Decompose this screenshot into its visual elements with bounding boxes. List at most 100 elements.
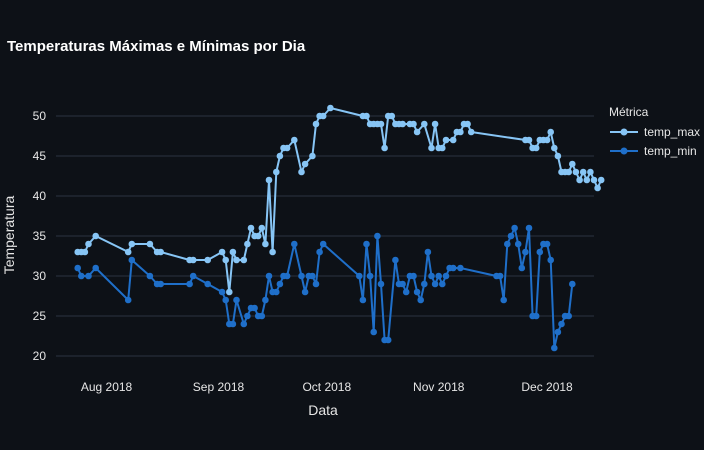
data-point-temp-min[interactable] bbox=[273, 288, 280, 296]
data-point-temp-max[interactable] bbox=[312, 120, 320, 128]
data-point-temp-min[interactable] bbox=[146, 272, 154, 280]
data-point-temp-max[interactable] bbox=[81, 248, 89, 256]
data-point-temp-min[interactable] bbox=[92, 264, 99, 272]
data-point-temp-min[interactable] bbox=[500, 296, 508, 304]
data-point-temp-max[interactable] bbox=[597, 176, 605, 184]
data-point-temp-max[interactable] bbox=[269, 248, 276, 256]
data-point-temp-min[interactable] bbox=[428, 272, 435, 280]
data-point-temp-max[interactable] bbox=[218, 248, 226, 256]
data-point-temp-max[interactable] bbox=[265, 176, 273, 184]
data-point-temp-max[interactable] bbox=[590, 176, 598, 184]
data-point-temp-max[interactable] bbox=[442, 136, 450, 144]
data-point-temp-min[interactable] bbox=[356, 272, 363, 280]
data-point-temp-min[interactable] bbox=[507, 232, 515, 240]
data-point-temp-min[interactable] bbox=[457, 264, 464, 272]
data-point-temp-max[interactable] bbox=[579, 168, 587, 176]
data-point-temp-max[interactable] bbox=[273, 168, 280, 176]
data-point-temp-min[interactable] bbox=[298, 272, 305, 280]
data-point-temp-min[interactable] bbox=[439, 280, 446, 288]
data-point-temp-min[interactable] bbox=[74, 264, 81, 272]
data-point-temp-max[interactable] bbox=[157, 248, 164, 256]
data-point-temp-min[interactable] bbox=[359, 296, 367, 304]
data-point-temp-max[interactable] bbox=[587, 168, 594, 176]
data-point-temp-min[interactable] bbox=[258, 312, 266, 320]
data-point-temp-max[interactable] bbox=[327, 104, 334, 112]
data-point-temp-min[interactable] bbox=[547, 256, 554, 264]
legend-item-temp-max[interactable]: temp_max bbox=[610, 125, 700, 139]
data-point-temp-max[interactable] bbox=[421, 120, 428, 128]
data-point-temp-max[interactable] bbox=[431, 120, 439, 128]
data-point-temp-max[interactable] bbox=[428, 144, 435, 152]
data-point-temp-max[interactable] bbox=[146, 240, 154, 248]
data-point-temp-min[interactable] bbox=[374, 232, 381, 240]
data-point-temp-min[interactable] bbox=[525, 224, 533, 232]
data-point-temp-min[interactable] bbox=[128, 256, 136, 264]
data-point-temp-max[interactable] bbox=[301, 160, 309, 168]
data-point-temp-max[interactable] bbox=[576, 176, 583, 184]
data-point-temp-max[interactable] bbox=[254, 232, 262, 240]
data-point-temp-min[interactable] bbox=[417, 296, 425, 304]
data-point-temp-max[interactable] bbox=[410, 120, 417, 128]
data-point-temp-min[interactable] bbox=[536, 248, 544, 256]
data-point-temp-min[interactable] bbox=[435, 272, 443, 280]
data-point-temp-min[interactable] bbox=[251, 304, 258, 312]
data-point-temp-max[interactable] bbox=[229, 248, 237, 256]
data-point-temp-max[interactable] bbox=[572, 168, 580, 176]
data-point-temp-min[interactable] bbox=[363, 240, 370, 248]
data-point-temp-min[interactable] bbox=[514, 240, 522, 248]
data-point-temp-max[interactable] bbox=[276, 152, 284, 160]
data-point-temp-max[interactable] bbox=[204, 256, 211, 264]
data-point-temp-min[interactable] bbox=[569, 280, 576, 288]
data-point-temp-min[interactable] bbox=[410, 272, 417, 280]
data-point-temp-min[interactable] bbox=[157, 280, 164, 288]
data-point-temp-min[interactable] bbox=[496, 272, 504, 280]
data-point-temp-max[interactable] bbox=[388, 112, 396, 120]
data-point-temp-max[interactable] bbox=[189, 256, 197, 264]
data-point-temp-min[interactable] bbox=[218, 288, 226, 296]
data-point-temp-min[interactable] bbox=[413, 288, 421, 296]
data-point-temp-max[interactable] bbox=[594, 184, 601, 192]
data-point-temp-max[interactable] bbox=[233, 256, 240, 264]
data-point-temp-max[interactable] bbox=[532, 144, 540, 152]
data-point-temp-min[interactable] bbox=[124, 296, 132, 304]
data-point-temp-min[interactable] bbox=[449, 264, 457, 272]
data-point-temp-min[interactable] bbox=[204, 280, 211, 288]
data-point-temp-min[interactable] bbox=[518, 264, 526, 272]
data-point-temp-min[interactable] bbox=[265, 272, 273, 280]
data-point-temp-max[interactable] bbox=[244, 240, 251, 248]
data-point-temp-max[interactable] bbox=[309, 152, 316, 160]
data-point-temp-max[interactable] bbox=[467, 128, 475, 136]
data-point-temp-max[interactable] bbox=[569, 160, 576, 168]
data-point-temp-min[interactable] bbox=[319, 240, 327, 248]
data-point-temp-max[interactable] bbox=[92, 232, 99, 240]
data-point-temp-max[interactable] bbox=[262, 240, 269, 248]
data-point-temp-min[interactable] bbox=[399, 280, 406, 288]
data-point-temp-min[interactable] bbox=[565, 312, 572, 320]
data-point-temp-min[interactable] bbox=[392, 256, 399, 264]
data-point-temp-max[interactable] bbox=[457, 128, 464, 136]
data-point-temp-max[interactable] bbox=[565, 168, 572, 176]
data-point-temp-max[interactable] bbox=[554, 152, 562, 160]
data-point-temp-min[interactable] bbox=[402, 288, 410, 296]
data-point-temp-min[interactable] bbox=[421, 280, 428, 288]
data-point-temp-max[interactable] bbox=[399, 120, 406, 128]
data-point-temp-min[interactable] bbox=[532, 312, 540, 320]
data-point-temp-max[interactable] bbox=[583, 176, 591, 184]
data-point-temp-min[interactable] bbox=[554, 328, 562, 336]
data-point-temp-min[interactable] bbox=[316, 248, 323, 256]
data-point-temp-max[interactable] bbox=[85, 240, 92, 248]
data-point-temp-max[interactable] bbox=[319, 112, 327, 120]
data-point-temp-max[interactable] bbox=[124, 248, 132, 256]
data-point-temp-min[interactable] bbox=[189, 272, 197, 280]
data-point-temp-min[interactable] bbox=[244, 312, 251, 320]
data-point-temp-max[interactable] bbox=[543, 136, 551, 144]
data-point-temp-min[interactable] bbox=[384, 336, 392, 344]
data-point-temp-max[interactable] bbox=[381, 144, 388, 152]
data-point-temp-max[interactable] bbox=[258, 224, 266, 232]
data-point-temp-max[interactable] bbox=[291, 136, 298, 144]
legend-item-temp-min[interactable]: temp_min bbox=[610, 144, 697, 158]
data-point-temp-min[interactable] bbox=[301, 288, 309, 296]
data-point-temp-min[interactable] bbox=[551, 344, 558, 352]
data-point-temp-min[interactable] bbox=[85, 272, 92, 280]
data-point-temp-min[interactable] bbox=[424, 248, 432, 256]
